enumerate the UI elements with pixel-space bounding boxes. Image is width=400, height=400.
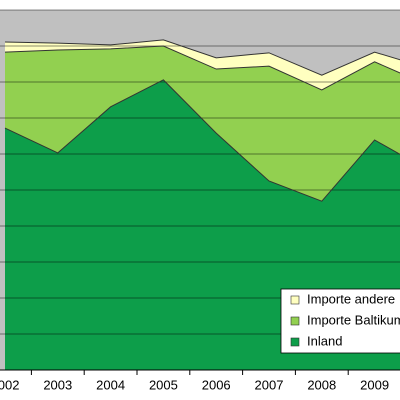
- area-outline: [4, 45, 400, 91]
- x-tick-label: 2007: [255, 377, 284, 392]
- legend-label: Importe andere: [307, 291, 395, 306]
- area-outline: [4, 79, 400, 202]
- legend-swatch: [290, 337, 300, 347]
- legend-swatch: [290, 295, 300, 305]
- area: [5, 46, 400, 202]
- x-tick-label: 2006: [202, 377, 231, 392]
- x-tick-label: 2008: [307, 377, 336, 392]
- legend-label: Importe Baltikum: [307, 312, 400, 327]
- area: [5, 39, 400, 90]
- legend-box: [280, 288, 400, 354]
- x-tick-label: 2005: [149, 377, 178, 392]
- area-outline: [4, 39, 400, 76]
- legend-swatch: [290, 316, 300, 326]
- x-tick-label: 2009: [360, 377, 389, 392]
- x-tick-label: 2003: [43, 377, 72, 392]
- x-tick-label: 2002: [0, 377, 19, 392]
- x-tick-label: 2004: [96, 377, 125, 392]
- legend: Importe andere Importe Baltikum Inland: [280, 288, 400, 354]
- legend-label: Inland: [307, 333, 342, 348]
